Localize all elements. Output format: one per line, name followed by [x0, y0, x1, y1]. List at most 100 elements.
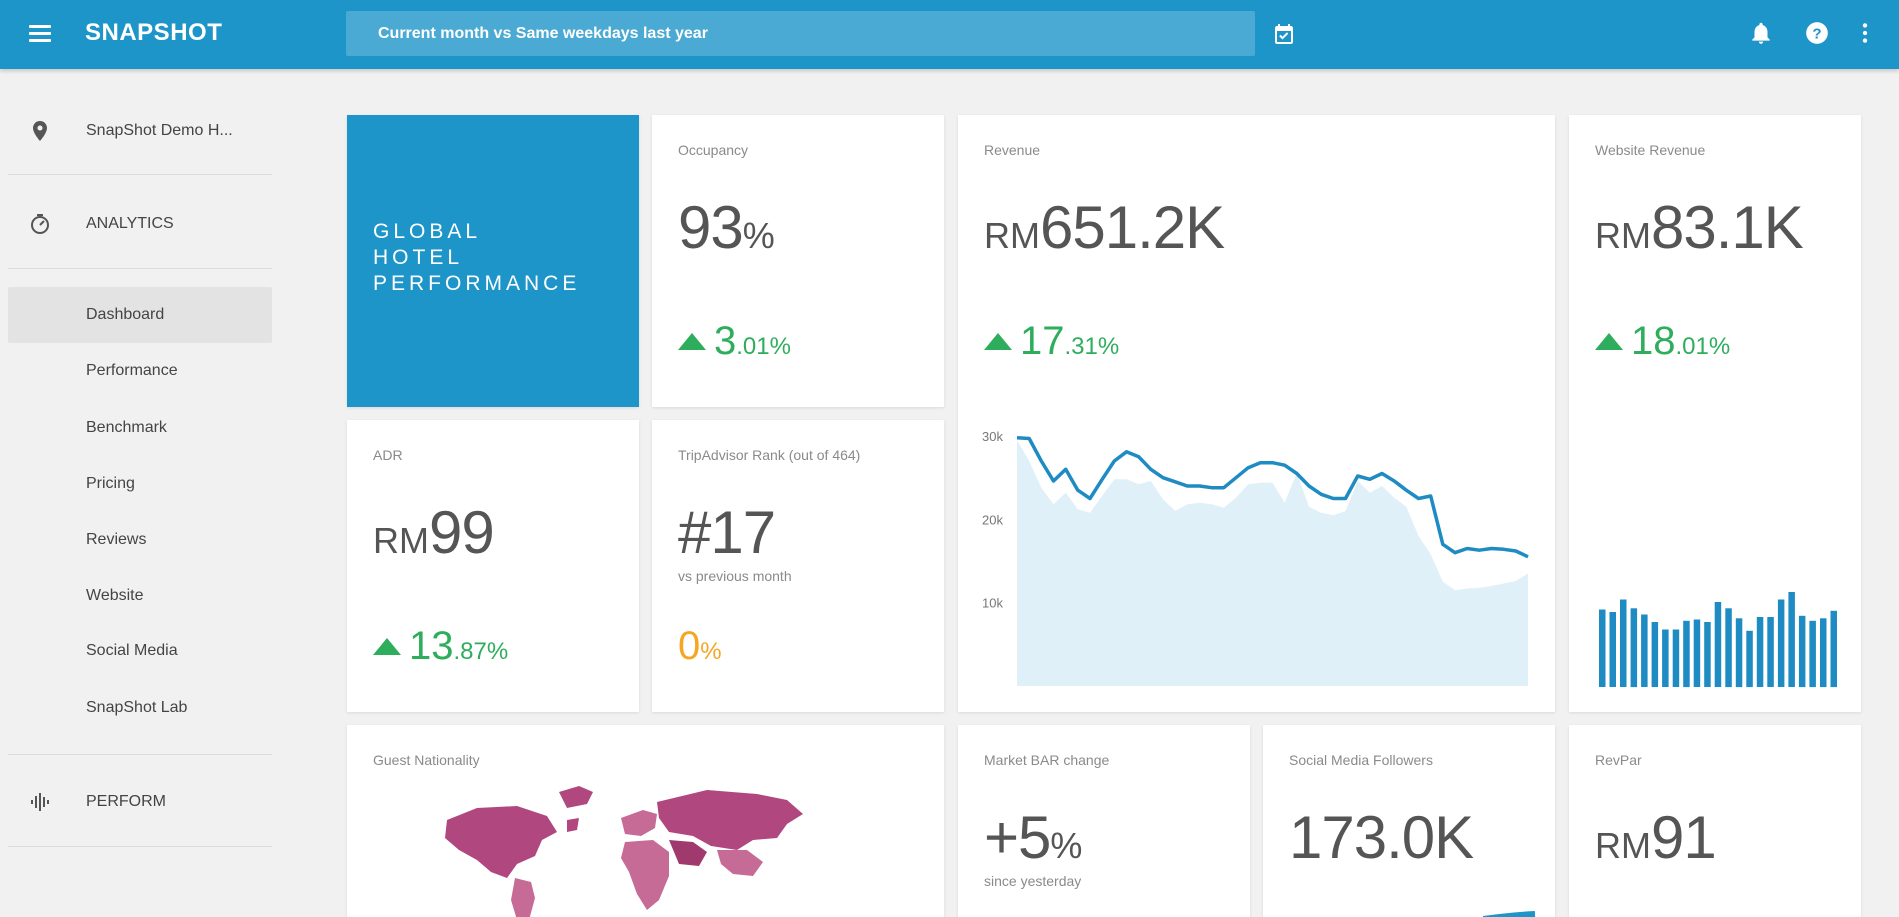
bar	[1672, 629, 1680, 687]
bar	[1683, 620, 1690, 688]
bar	[1777, 599, 1785, 687]
revenue-card[interactable]: Revenue RM651.2K 17.31% 30k 20k 10k	[958, 115, 1555, 712]
sidebar-divider	[8, 754, 272, 755]
bar	[1620, 599, 1627, 687]
bar	[1693, 619, 1701, 687]
revenue-delta: 17.31%	[984, 321, 1119, 361]
tripadvisor-rank-card[interactable]: TripAdvisor Rank (out of 464) #17 vs pre…	[652, 420, 944, 712]
card-title: RevPar	[1595, 752, 1642, 768]
guest-nationality-card[interactable]: Guest Nationality	[347, 725, 944, 917]
bar	[1630, 608, 1638, 688]
location-pin-icon	[28, 119, 52, 143]
global-hotel-performance-banner: GLOBAL HOTEL PERFORMANCE	[347, 115, 639, 407]
calendar-check-icon[interactable]	[1272, 22, 1296, 46]
social-media-followers-card[interactable]: Social Media Followers 173.0K	[1263, 725, 1555, 917]
sidebar-item-performance[interactable]: Performance	[86, 362, 178, 379]
card-title: Occupancy	[678, 142, 749, 158]
revenue-line-chart: 30k 20k 10k	[982, 429, 1529, 686]
card-title: Social Media Followers	[1289, 752, 1433, 768]
card-title: Market BAR change	[984, 752, 1110, 768]
card-title: ADR	[373, 447, 403, 463]
revpar-value: RM91	[1595, 804, 1717, 871]
rank-subtitle: vs previous month	[678, 568, 792, 584]
website-revenue-bar-chart	[1599, 592, 1837, 688]
bar	[1599, 609, 1606, 687]
occupancy-value: 93%	[678, 194, 775, 261]
bar	[1830, 610, 1837, 688]
trend-up-icon	[984, 333, 1012, 350]
analytics-section[interactable]: ANALYTICS	[0, 196, 280, 252]
bar	[1767, 617, 1774, 687]
sidebar-item-dashboard[interactable]: Dashboard	[8, 287, 272, 343]
notification-bell-icon[interactable]	[1748, 20, 1774, 46]
bar	[1746, 630, 1753, 688]
adr-value: RM99	[373, 499, 495, 566]
bar	[1714, 602, 1722, 687]
card-title: TripAdvisor Rank (out of 464)	[678, 447, 861, 463]
adr-card[interactable]: ADR RM99 13.87%	[347, 420, 639, 712]
analytics-gauge-icon	[28, 212, 52, 236]
trend-up-icon	[373, 638, 401, 655]
bar	[1725, 608, 1732, 688]
perform-waveform-icon	[28, 790, 52, 814]
perform-section[interactable]: PERFORM	[0, 774, 280, 830]
card-title: Revenue	[984, 142, 1041, 158]
tripadvisor-rank-value: #17	[678, 499, 776, 566]
bar	[1756, 617, 1764, 687]
market-bar-change-card[interactable]: Market BAR change +5% since yesterday	[958, 725, 1250, 917]
sidebar-divider	[8, 174, 272, 175]
current-line-series	[1016, 435, 1529, 559]
trend-up-icon	[1595, 333, 1623, 350]
y-tick-label: 30k	[982, 429, 1003, 444]
bar	[1735, 618, 1743, 688]
bar	[1809, 620, 1816, 688]
help-circle-icon[interactable]: ?	[1804, 20, 1830, 46]
market-bar-value: +5%	[984, 804, 1083, 871]
rank-delta: 0%	[678, 624, 722, 668]
bar	[1609, 612, 1616, 687]
sidebar-item-website[interactable]: Website	[86, 587, 144, 604]
sidebar-divider	[8, 846, 272, 847]
followers-sparkline	[1483, 911, 1536, 917]
website-revenue-value: RM83.1K	[1595, 194, 1804, 261]
bar	[1641, 614, 1648, 687]
analytics-label: ANALYTICS	[86, 215, 174, 232]
sidebar-item-benchmark[interactable]: Benchmark	[86, 419, 167, 436]
occupancy-delta: 3.01%	[678, 321, 791, 361]
sidebar-item-social-media[interactable]: Social Media	[86, 642, 178, 659]
website-revenue-delta: 18.01%	[1595, 321, 1730, 361]
sidebar-divider	[8, 268, 272, 269]
bar	[1662, 629, 1669, 687]
banner-title: GLOBAL HOTEL PERFORMANCE	[373, 220, 581, 295]
hamburger-menu-icon[interactable]	[26, 22, 54, 46]
market-bar-subtitle: since yesterday	[984, 873, 1082, 889]
trend-up-icon	[678, 333, 706, 350]
card-title: Guest Nationality	[373, 752, 480, 768]
adr-delta: 13.87%	[373, 626, 508, 666]
more-vertical-icon[interactable]	[1852, 20, 1878, 46]
world-map	[445, 786, 803, 917]
revenue-value: RM651.2K	[984, 194, 1225, 261]
card-title: Website Revenue	[1595, 142, 1706, 158]
occupancy-card[interactable]: Occupancy 93% 3.01%	[652, 115, 944, 407]
svg-text:?: ?	[1812, 25, 1821, 42]
app-brand[interactable]: SNAPSHOT	[85, 19, 223, 46]
bar	[1788, 592, 1795, 687]
sidebar-item-snapshot-lab[interactable]: SnapShot Lab	[86, 699, 188, 716]
bar	[1704, 622, 1711, 687]
sidebar-item-reviews[interactable]: Reviews	[86, 531, 147, 548]
bar	[1651, 622, 1659, 687]
revpar-card[interactable]: RevPar RM91	[1569, 725, 1861, 917]
top-app-bar: SNAPSHOT Current month vs Same weekdays …	[0, 0, 1899, 69]
perform-label: PERFORM	[86, 793, 166, 810]
property-name: SnapShot Demo H...	[86, 122, 233, 139]
bar	[1798, 615, 1806, 688]
sidebar-item-pricing[interactable]: Pricing	[86, 475, 135, 492]
date-range-selector[interactable]: Current month vs Same weekdays last year	[346, 11, 1255, 56]
property-selector[interactable]: SnapShot Demo H...	[0, 103, 280, 159]
sidebar: SnapShot Demo H... ANALYTICS Dashboard P…	[0, 69, 280, 917]
comparison-area-series	[1017, 440, 1528, 686]
y-tick-label: 10k	[982, 596, 1003, 611]
website-revenue-card[interactable]: Website Revenue RM83.1K 18.01%	[1569, 115, 1861, 712]
bar	[1820, 618, 1827, 688]
